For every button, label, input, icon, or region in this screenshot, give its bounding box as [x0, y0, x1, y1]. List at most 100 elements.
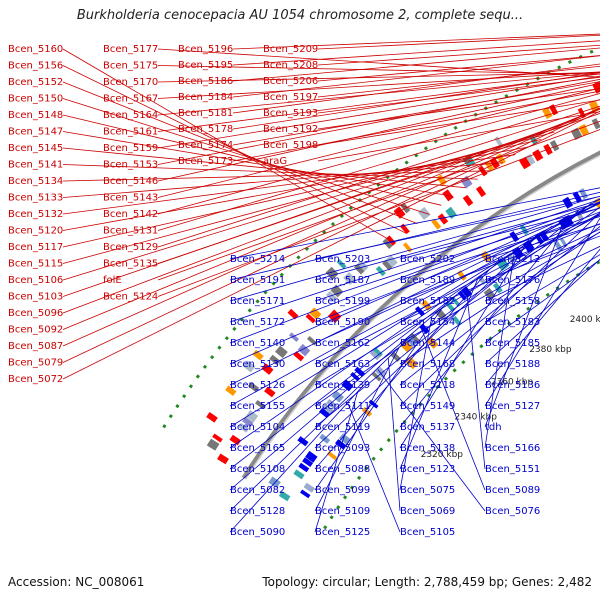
reverse-leader-line	[484, 248, 600, 386]
reverse-leader-line	[399, 210, 579, 428]
forward-leader-line	[317, 55, 600, 82]
forward-gene-feature	[400, 223, 410, 235]
reverse-gene-label: Bcen_5088	[315, 464, 370, 475]
reverse-gene-feature	[305, 450, 318, 463]
forward-leader-line	[157, 113, 600, 264]
reverse-gene-feature	[534, 233, 544, 245]
reverse-leader-line	[229, 259, 503, 470]
reverse-gene-label: Bcen_5140	[230, 338, 285, 349]
forward-leader-line	[157, 99, 600, 231]
reverse-leader-line	[229, 296, 455, 491]
reverse-leader-line	[229, 199, 600, 323]
accession-text: Accession: NC_008061	[8, 575, 145, 589]
reverse-gene-feature	[400, 339, 413, 353]
forward-leader-line	[157, 71, 600, 99]
forward-gene-feature	[402, 242, 413, 253]
forward-gene-label: Bcen_5184	[178, 92, 233, 103]
forward-gene-feature	[532, 149, 544, 162]
forward-leader-line	[232, 40, 600, 66]
reverse-gene-feature	[322, 403, 334, 415]
reverse-leader-line	[399, 207, 600, 260]
forward-leader-line	[62, 98, 430, 215]
forward-gene-label: Bcen_5164	[103, 110, 158, 121]
reverse-gene-label: Bcen_5158	[485, 296, 540, 307]
reverse-gene-feature	[538, 230, 549, 242]
forward-gene-feature	[519, 156, 531, 170]
forward-gene-label: Bcen_5159	[103, 143, 158, 154]
forward-gene-label: Bcen_5145	[8, 143, 63, 154]
forward-leader-line	[62, 164, 478, 180]
forward-gene-label: Bcen_5146	[103, 176, 158, 187]
forward-gene-label: Bcen_5181	[178, 108, 233, 119]
reverse-gene-label: Bcen_5119	[315, 422, 370, 433]
forward-gene-label: Bcen_5186	[178, 76, 233, 87]
forward-gene-feature	[417, 206, 431, 220]
forward-gene-feature	[528, 133, 538, 146]
forward-leader-line	[62, 108, 600, 363]
reverse-gene-feature	[405, 357, 418, 370]
forward-gene-label: Bcen_5092	[8, 325, 63, 336]
forward-gene-feature	[460, 175, 473, 189]
forward-gene-feature	[287, 308, 299, 320]
forward-leader-line	[317, 65, 600, 98]
reverse-leader-line	[314, 306, 444, 491]
forward-gene-feature	[431, 218, 442, 230]
reverse-gene-feature	[456, 270, 467, 281]
forward-gene-label: Bcen_5208	[263, 60, 318, 71]
forward-gene-feature	[591, 118, 600, 130]
forward-gene-label: Bcen_5156	[8, 61, 63, 72]
forward-gene-feature	[549, 140, 560, 152]
outer-dotted-ring	[162, 46, 600, 429]
forward-gene-feature	[261, 363, 274, 375]
reverse-gene-feature	[354, 366, 365, 377]
forward-gene-feature	[293, 351, 305, 362]
forward-gene-label: Bcen_5177	[103, 44, 158, 55]
reverse-gene-feature	[373, 347, 383, 357]
forward-gene-label: Bcen_5152	[8, 77, 63, 88]
reverse-leader-line	[484, 235, 600, 281]
forward-gene-label: Bcen_5087	[8, 341, 63, 352]
forward-gene-feature	[445, 206, 457, 219]
forward-gene-feature	[247, 381, 260, 393]
forward-gene-feature	[275, 345, 288, 359]
forward-leader-line	[317, 76, 600, 114]
forward-leader-line	[157, 82, 600, 182]
reverse-gene-label: Bcen_5128	[230, 506, 285, 517]
reverse-leader-line	[314, 391, 359, 533]
forward-gene-feature	[385, 255, 398, 268]
forward-gene-feature	[525, 153, 536, 166]
forward-leader-line	[157, 75, 600, 149]
forward-gene-label: araG	[263, 156, 287, 167]
reverse-gene-label: Bcen_5182	[400, 296, 455, 307]
forward-leader-line	[157, 71, 600, 116]
reverse-gene-label: Bcen_5118	[400, 380, 455, 391]
reverse-gene-label: Bcen_5105	[400, 527, 455, 538]
forward-leader-line	[317, 111, 600, 162]
forward-gene-label: Bcen_5132	[8, 209, 63, 220]
reverse-gene-label: Bcen_5154	[400, 317, 455, 328]
reverse-gene-feature	[519, 224, 529, 236]
reverse-leader-line	[229, 201, 600, 344]
reverse-gene-label: Bcen_5191	[230, 275, 285, 286]
reverse-leader-line	[420, 326, 486, 491]
reverse-gene-label: Bcen_5185	[485, 338, 540, 349]
reverse-leader-line	[229, 225, 553, 449]
forward-gene-label: Bcen_5115	[8, 259, 63, 270]
forward-leader-line	[157, 120, 600, 281]
forward-gene-label: Bcen_5096	[8, 308, 63, 319]
forward-gene-label: Bcen_5153	[103, 160, 158, 171]
reverse-gene-label: Bcen_5090	[230, 527, 285, 538]
reverse-gene-label: Bcen_5104	[230, 422, 285, 433]
forward-gene-feature	[206, 412, 218, 423]
forward-gene-feature	[578, 123, 590, 137]
forward-leader-line	[157, 105, 600, 248]
reverse-gene-label: Bcen_5149	[400, 401, 455, 412]
reverse-leader-line	[484, 259, 600, 344]
reverse-leader-line	[399, 242, 528, 449]
reverse-gene-feature	[452, 315, 462, 327]
forward-gene-feature	[330, 284, 344, 298]
forward-leader-line	[157, 87, 600, 198]
reverse-gene-feature	[278, 491, 291, 502]
